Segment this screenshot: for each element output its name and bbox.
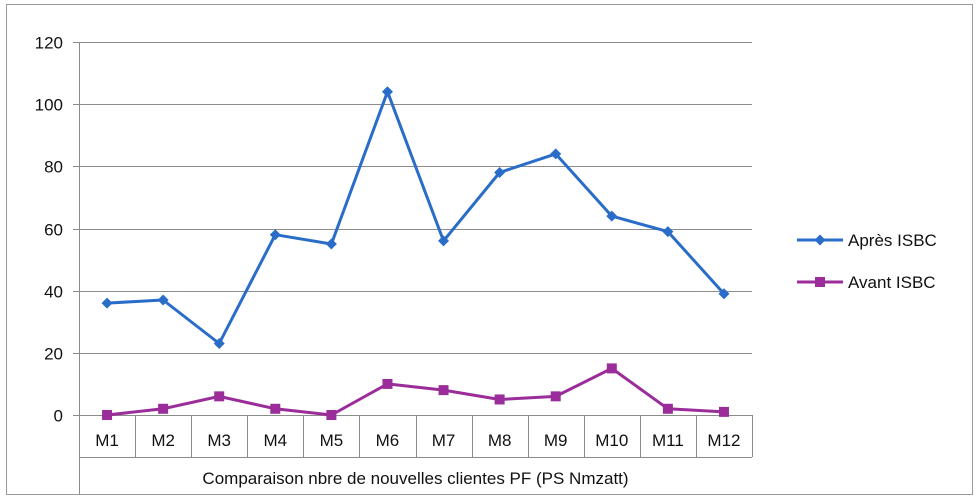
series-avant-isbc — [102, 363, 729, 420]
x-category-label-m7: M7 — [432, 431, 456, 450]
y-tick-label-20: 20 — [44, 345, 63, 364]
legend-marker — [814, 234, 826, 246]
axes — [73, 42, 753, 494]
data-point-m9 — [550, 391, 561, 402]
legend-entry-apres-isbc: Après ISBC — [797, 231, 937, 250]
x-category-label-m1: M1 — [95, 431, 119, 450]
y-tick-label-120: 120 — [35, 34, 63, 53]
series-apres-isbc — [101, 86, 730, 350]
x-category-label-m8: M8 — [488, 431, 512, 450]
data-point-m3 — [213, 338, 225, 350]
y-tick-label-60: 60 — [44, 221, 63, 240]
data-point-m9 — [550, 148, 562, 160]
x-category-label-m12: M12 — [707, 431, 740, 450]
data-point-m7 — [438, 235, 450, 247]
x-category-label-m11: M11 — [652, 431, 684, 450]
x-category-label-m9: M9 — [544, 431, 568, 450]
chart-frame — [6, 4, 973, 495]
x-axis-title: Comparaison nbre de nouvelles clientes P… — [202, 469, 628, 488]
x-category-label-m3: M3 — [207, 431, 231, 450]
data-point-m2 — [157, 294, 169, 306]
data-point-m6 — [381, 86, 393, 98]
gridlines — [79, 42, 752, 354]
data-point-m4 — [269, 229, 281, 241]
legend: Après ISBC Avant ISBC — [797, 231, 937, 292]
data-point-m12 — [718, 288, 730, 300]
data-point-m2 — [158, 403, 169, 414]
data-point-m11 — [662, 226, 674, 238]
x-category-label-m2: M2 — [151, 431, 175, 450]
x-category-label-m4: M4 — [263, 431, 287, 450]
data-point-m1 — [102, 410, 113, 420]
legend-label: Après ISBC — [848, 231, 937, 250]
data-point-m5 — [325, 238, 337, 250]
data-point-m5 — [326, 410, 337, 420]
y-tick-label-100: 100 — [35, 96, 63, 115]
data-point-m4 — [270, 403, 281, 414]
data-point-m10 — [606, 210, 618, 222]
y-tick-label-0: 0 — [54, 407, 63, 426]
data-point-m1 — [101, 297, 113, 309]
data-point-m10 — [606, 363, 617, 374]
axis-labels: 0 20 40 60 80 100 120 M1 M2 M3 M4 M5 M6 M7 M8 M9 M10 M11 M… — [35, 34, 741, 451]
data-point-m6 — [382, 378, 393, 389]
x-category-label-m10: M10 — [595, 431, 628, 450]
x-category-label-m5: M5 — [320, 431, 344, 450]
data-point-m11 — [662, 403, 673, 414]
series-line — [105, 366, 726, 417]
data-point-m12 — [718, 406, 729, 417]
legend-entry-avant-isbc: Avant ISBC — [797, 273, 936, 292]
legend-marker — [815, 277, 825, 287]
legend-label: Avant ISBC — [848, 273, 936, 292]
data-point-m7 — [438, 385, 449, 396]
data-point-m8 — [494, 394, 505, 405]
data-point-m8 — [494, 167, 506, 179]
data-point-m3 — [214, 391, 225, 402]
y-tick-label-80: 80 — [44, 158, 63, 177]
y-tick-label-40: 40 — [44, 283, 63, 302]
x-category-label-m6: M6 — [376, 431, 400, 450]
series-line — [105, 90, 726, 345]
series-group — [101, 86, 730, 420]
